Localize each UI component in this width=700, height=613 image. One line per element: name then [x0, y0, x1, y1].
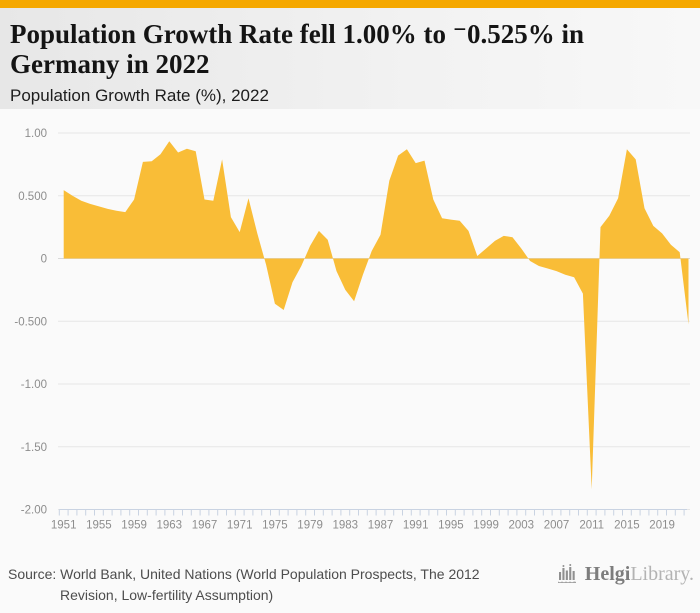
svg-text:0.500: 0.500 — [18, 191, 47, 203]
helgi-logo-icon — [557, 564, 576, 583]
chart-header: Population Growth Rate fell 1.00% to ⁻0.… — [0, 8, 700, 109]
svg-text:1959: 1959 — [121, 520, 147, 532]
logo-text-helgi: Helgi — [584, 562, 631, 585]
svg-text:0: 0 — [41, 254, 47, 266]
title-line-2: Germany in 2022 — [10, 49, 210, 79]
svg-text:1983: 1983 — [333, 520, 359, 532]
svg-text:1999: 1999 — [473, 520, 499, 532]
source-line-1: Source: World Bank, United Nations (Worl… — [8, 566, 480, 582]
svg-text:2011: 2011 — [579, 520, 604, 532]
svg-text:1975: 1975 — [262, 520, 288, 532]
growth-rate-area-chart: 1.00 0.500 0 -0.500 -1.00 -1.50 -2.00 1951 1955 1… — [14, 128, 690, 532]
logo-text-library: Library. — [630, 562, 694, 585]
svg-text:-2.00: -2.00 — [21, 505, 47, 517]
svg-text:-0.500: -0.500 — [14, 316, 47, 328]
svg-text:-1.00: -1.00 — [21, 379, 47, 391]
svg-text:-1.50: -1.50 — [21, 442, 47, 454]
chart-footer: Source: World Bank, United Nations (Worl… — [0, 552, 700, 613]
svg-text:1971: 1971 — [227, 520, 253, 532]
svg-text:1967: 1967 — [192, 520, 218, 532]
svg-text:1979: 1979 — [297, 520, 323, 532]
chart-area: 1.00 0.500 0 -0.500 -1.00 -1.50 -2.00 1951 1955 1… — [0, 110, 700, 545]
source-line-2: Revision, Low-fertility Assumption) — [60, 587, 274, 603]
page-title: Population Growth Rate fell 1.00% to ⁻0.… — [0, 8, 700, 79]
source-note: Source: World Bank, United Nations (Worl… — [8, 564, 508, 606]
logo-text: HelgiLibrary. — [585, 563, 694, 586]
helgi-library-logo: HelgiLibrary. — [557, 562, 694, 586]
svg-text:1987: 1987 — [368, 520, 394, 532]
svg-text:2015: 2015 — [614, 520, 640, 532]
svg-text:1963: 1963 — [157, 520, 183, 532]
svg-text:2007: 2007 — [544, 520, 570, 532]
svg-text:1951: 1951 — [51, 520, 77, 532]
title-line-1: Population Growth Rate fell 1.00% to ⁻0.… — [10, 19, 585, 49]
svg-text:1995: 1995 — [438, 520, 464, 532]
accent-top-bar — [0, 0, 700, 8]
svg-text:1.00: 1.00 — [25, 128, 47, 140]
svg-text:1955: 1955 — [86, 520, 112, 532]
svg-text:2019: 2019 — [649, 520, 675, 532]
chart-subtitle: Population Growth Rate (%), 2022 — [10, 86, 269, 105]
svg-text:1991: 1991 — [403, 520, 429, 532]
svg-text:2003: 2003 — [509, 520, 535, 532]
